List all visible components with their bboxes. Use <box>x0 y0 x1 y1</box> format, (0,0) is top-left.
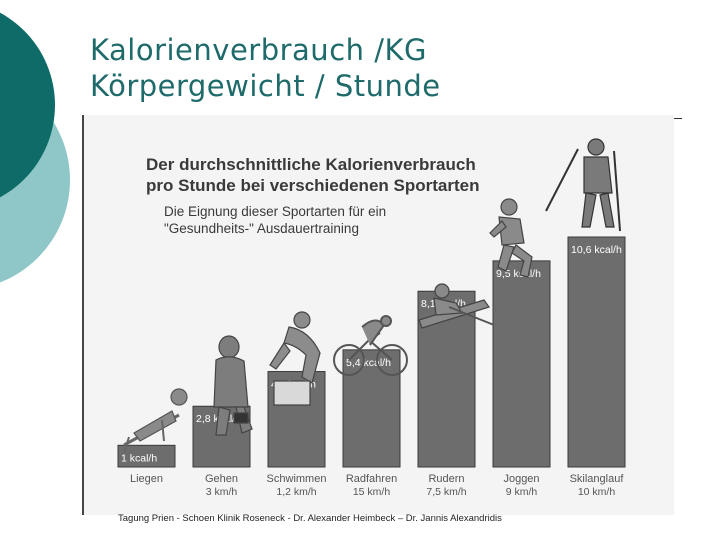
speed-label-radfahren: 15 km/h <box>353 486 391 498</box>
bar-liegen <box>117 444 176 468</box>
category-label-skilanglauf: Skilanglauf <box>570 473 625 485</box>
slide-title-line-2: Körpergewicht / Stunde <box>90 69 441 103</box>
figure-rower-icon <box>418 283 495 329</box>
slide-title: Kalorienverbrauch /KG Körpergewicht / St… <box>90 32 441 104</box>
category-label-rudern: Rudern <box>428 473 464 485</box>
category-label-liegen: Liegen <box>130 473 163 485</box>
speed-label-schwimmen: 1,2 km/h <box>276 486 316 498</box>
speed-label-rudern: 7,5 km/h <box>426 486 466 498</box>
figure-swimmer-icon <box>269 311 321 406</box>
bar-skilanglauf <box>567 236 626 468</box>
category-label-schwimmen: Schwimmen <box>267 473 327 485</box>
chart-subtitle-line-1: Die Eignung dieser Sportarten für ein <box>164 204 386 219</box>
slide-footer: Tagung Prien - Schoen Klinik Roseneck - … <box>118 513 502 524</box>
speed-label-gehen: 3 km/h <box>206 486 238 498</box>
theme-circle-dark <box>0 12 55 198</box>
speed-label-skilanglauf: 10 km/h <box>578 486 616 498</box>
theme-decoration <box>0 12 70 283</box>
value-label-liegen: 1 kcal/h <box>121 452 157 464</box>
value-label-skilanglauf: 10,6 kcal/h <box>571 244 622 256</box>
chart-title-line-2: pro Stunde bei verschiedenen Sportarten <box>146 176 479 195</box>
category-label-radfahren: Radfahren <box>346 473 397 485</box>
figure-skier-icon <box>545 138 621 232</box>
figure-lying-icon <box>123 388 188 454</box>
bar-chart: Der durchschnittliche Kalorienverbrauch … <box>117 138 626 498</box>
value-label-radfahren: 5,4 kcal/h <box>346 357 391 369</box>
category-label-joggen: Joggen <box>503 473 539 485</box>
chart-subtitle-line-2: "Gesundheits-" Ausdauertraining <box>164 221 359 236</box>
bar-radfahren <box>342 349 401 468</box>
figure-walking-icon <box>213 335 253 436</box>
figure-jogger-icon <box>489 198 533 278</box>
figure-cyclist-icon <box>333 315 408 376</box>
bar-joggen <box>492 260 551 468</box>
category-label-gehen: Gehen <box>205 473 238 485</box>
chart-figure: Der durchschnittliche Kalorienverbrauch … <box>82 115 674 515</box>
slide-title-line-1: Kalorienverbrauch /KG <box>90 33 427 67</box>
speed-label-joggen: 9 km/h <box>506 486 538 498</box>
corner-mark <box>672 118 682 119</box>
chart-title-line-1: Der durchschnittliche Kalorienverbrauch <box>146 155 476 174</box>
